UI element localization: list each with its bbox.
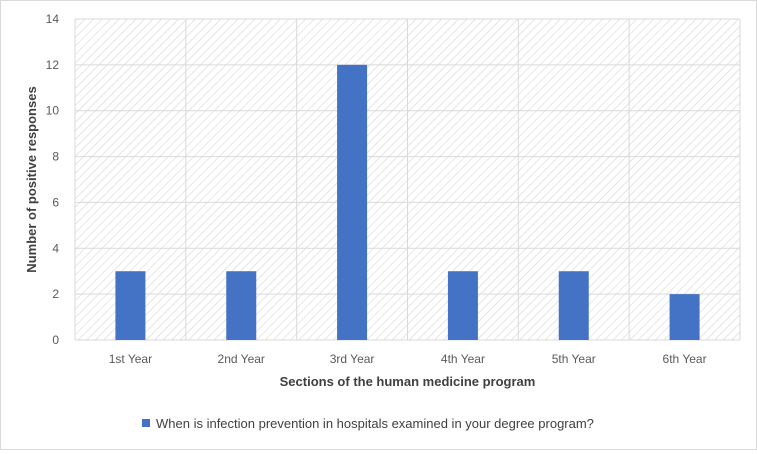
y-tick-label: 4 (52, 241, 59, 255)
legend-label: When is infection prevention in hospital… (156, 416, 594, 431)
x-tick-label: 2nd Year (218, 352, 265, 366)
x-axis-ticks: 1st Year 2nd Year 3rd Year 4th Year 5th Year… (109, 352, 707, 366)
x-tick-label: 4th Year (441, 352, 485, 366)
bar-6th-year (669, 294, 700, 340)
bar-4th-year (447, 271, 478, 340)
x-tick-label: 6th Year (663, 352, 707, 366)
y-axis-title: Number of positive responses (24, 86, 39, 272)
y-tick-label: 6 (52, 195, 59, 209)
bar-1st-year (115, 271, 146, 340)
x-tick-label: 5th Year (552, 352, 596, 366)
legend: When is infection prevention in hospital… (142, 416, 594, 431)
bar-3rd-year (337, 64, 368, 340)
bar-5th-year (558, 271, 589, 340)
y-tick-label: 12 (46, 58, 60, 72)
y-tick-label: 8 (52, 150, 59, 164)
y-tick-label: 14 (46, 12, 60, 26)
x-tick-label: 1st Year (109, 352, 152, 366)
gridlines (74, 18, 741, 341)
y-tick-label: 10 (46, 104, 60, 118)
bars (115, 64, 700, 340)
bar-2nd-year (226, 271, 257, 340)
y-tick-label: 0 (52, 333, 59, 347)
legend-swatch (142, 419, 150, 427)
x-tick-label: 3rd Year (330, 352, 375, 366)
y-tick-label: 2 (52, 287, 59, 301)
y-axis-ticks: 0 2 4 6 8 10 12 14 (46, 12, 60, 347)
x-axis-title: Sections of the human medicine program (280, 374, 536, 389)
